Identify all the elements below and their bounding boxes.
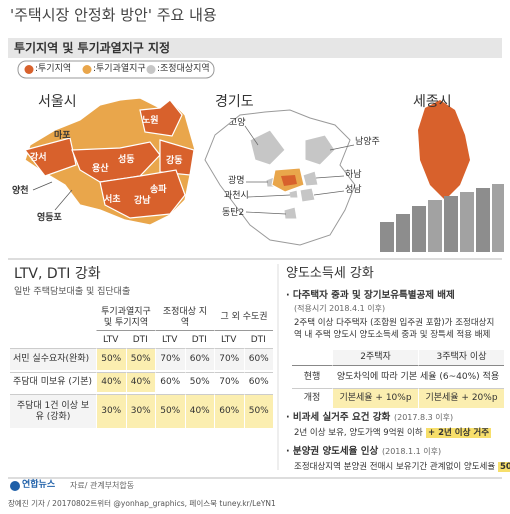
item-text: 2주택 이상 다주택자 (조합원 입주권 포함)가 조정대상지역 내 주택 양도… [294,318,495,341]
logo-mark [10,481,20,491]
region-label: 경기도 [215,94,254,110]
title: '주택시장 안정화 방안' 주요 내용 [10,6,217,24]
area-label: 과천시 [224,191,249,201]
table-cell: 70% [214,348,244,370]
district-label: 강남 [134,196,151,206]
district-label: 영등포 [37,213,62,223]
district-label: 강동 [166,156,183,166]
column-header: 조정대상 지역 [155,305,214,331]
area-label: 하남 [345,170,362,180]
area-label: 동탄2 [222,208,245,218]
table-cell: 40% [125,372,155,392]
tax-cell: 양도차익에 따라 기본 세율 (6~40%) 적용 [336,371,500,382]
legend-label: :조정대상지역 [157,64,210,74]
item-period: (2018.1.1 이후) [382,447,442,456]
item-heading: · 분양권 양도세율 인상 [286,446,379,457]
item-heading: · 비과세 실거주 요건 강화 [286,412,391,423]
table-cell: 60% [214,394,244,428]
logo-text: 연합뉴스 [22,480,56,490]
region-label: 서울시 [38,94,77,110]
sejong-map [418,100,470,200]
district-label: 노원 [142,116,159,126]
row-label: 주담대 미보유 (기본) [10,372,96,392]
sub-header: LTV [162,335,178,346]
table-cell: 50% [125,348,155,370]
gyeonggi-map [204,109,356,246]
table-cell: 40% [184,394,214,428]
tax-cell: 기본세율 + 10%p [332,388,418,408]
sub-header: DTI [191,335,207,346]
item-text: 2년 이상 보유, 양도가액 9억원 이하 [294,428,423,438]
table-cell: 70% [214,372,244,392]
legend-label: :투기지역 [35,64,72,74]
area-label: 성남 [345,185,362,195]
section-title: LTV, DTI 강화 [14,266,101,282]
item-highlight: + 2년 이상 거주 [426,428,492,439]
legend-label: :투기과열지구 [93,64,146,74]
district-label: 양천 [12,186,29,196]
seoul-map [23,97,196,226]
district-label: 서초 [104,195,121,205]
legend-swatch [82,65,92,74]
table-cell: 30% [125,394,155,428]
buildings [380,184,504,252]
sub-header: LTV [221,335,237,346]
source: 자료/ 관계부처합동 [70,481,135,490]
table-cell: 70% [155,348,185,370]
tax-col-header [292,350,332,366]
sub-header: LTV [103,335,119,346]
item-highlight: 50% 적용 [498,462,510,473]
table-cell: 60% [184,348,214,370]
section-title: 투기지역 및 투기과열지구 지정 [14,41,171,55]
district-label: 성동 [118,155,135,165]
column-header: 투기과열지구 및 투기지역 [96,305,155,331]
table-cell: 60% [243,372,273,392]
section-bar [8,38,502,58]
sub-header: DTI [132,335,148,346]
subtitle: 일반 주택담보대출 및 집단대출 [14,287,131,297]
row-label: 주담대 1건 이상 보유 (강화) [10,394,96,428]
row-label: 서민 실수요자(완화) [10,348,96,370]
item-heading: · 다주택자 중과 및 장기보유특별공제 배제 [286,290,455,301]
table-cell: 50% [96,348,126,370]
district-label: 용산 [92,164,109,174]
table-cell: 50% [184,372,214,392]
district-label: 마포 [54,131,71,141]
legend-box [17,60,215,79]
column-header: 그 외 수도권 [214,305,273,331]
legend-swatch [24,65,34,74]
tax-cell: 기본세율 + 20%p [418,388,504,408]
area-label: 광명 [228,176,245,186]
legend-swatch [146,65,156,74]
table-cell: 30% [96,394,126,428]
item-period: (적용시기 2018.4.1 이후) [294,304,386,313]
section-title: 양도소득세 강화 [286,266,374,281]
district-label: 송파 [150,185,167,195]
credit: 장예진 기자 / 20170802트위터 @yonhap_graphics, 페… [8,499,276,508]
tax-col-header: 2주택자 [332,350,418,366]
table-cell: 60% [243,348,273,370]
tax-row-label: 개정 [292,388,332,408]
district-label: 강서 [30,153,47,163]
tax-row-label: 현행 [303,371,321,382]
item-text: 조정대상지역 분양권 전매시 보유기간 관계없이 양도세율 [294,462,496,472]
table-cell: 50% [243,394,273,428]
area-label: 고양 [229,118,246,128]
sub-header: DTI [250,335,266,346]
table-cell: 40% [96,372,126,392]
table-cell: 50% [155,394,185,428]
region-label: 세종시 [413,94,452,110]
item-period: (2017.8.3 이후) [394,413,454,422]
table-cell: 60% [155,372,185,392]
tax-col-header: 3주택자 이상 [418,350,504,366]
area-label: 남양주 [355,137,380,147]
